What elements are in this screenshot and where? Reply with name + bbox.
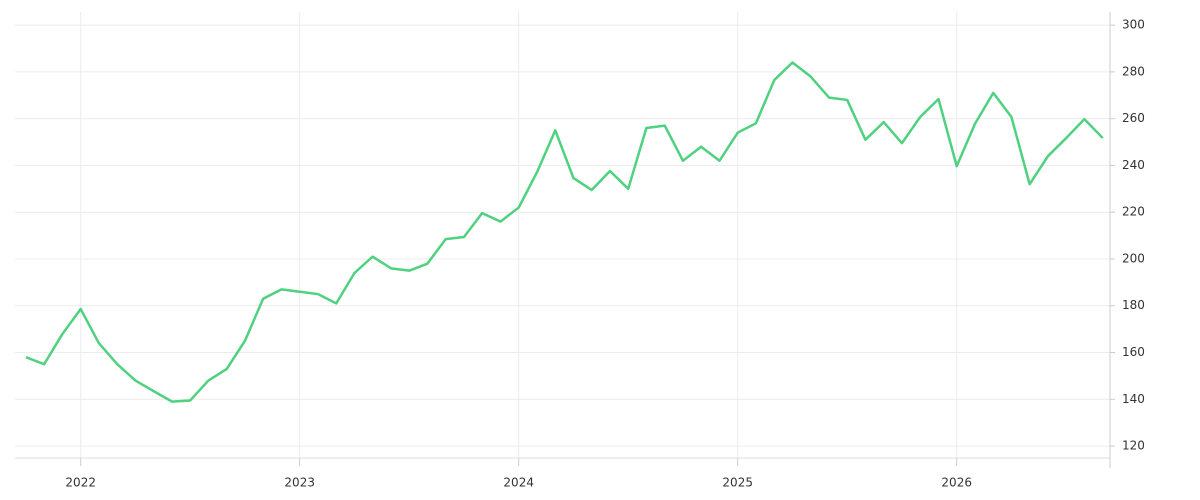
y-tick-label: 220 — [1122, 205, 1145, 219]
y-tick-label: 120 — [1122, 439, 1145, 453]
x-tick-label: 2022 — [65, 476, 96, 490]
x-tick-label: 2026 — [941, 476, 972, 490]
y-tick-label: 280 — [1122, 64, 1145, 78]
x-tick-label: 2025 — [722, 476, 753, 490]
y-tick-label: 180 — [1122, 298, 1145, 312]
y-tick-label: 300 — [1122, 18, 1145, 32]
y-tick-label: 200 — [1122, 251, 1145, 265]
y-tick-label: 140 — [1122, 392, 1145, 406]
x-tick-label: 2023 — [284, 476, 315, 490]
line-series — [25, 61, 1104, 403]
y-tick-label: 240 — [1122, 158, 1145, 172]
y-tick-label: 260 — [1122, 111, 1145, 125]
x-tick-label: 2024 — [503, 476, 534, 490]
y-tick-label: 160 — [1122, 345, 1145, 359]
